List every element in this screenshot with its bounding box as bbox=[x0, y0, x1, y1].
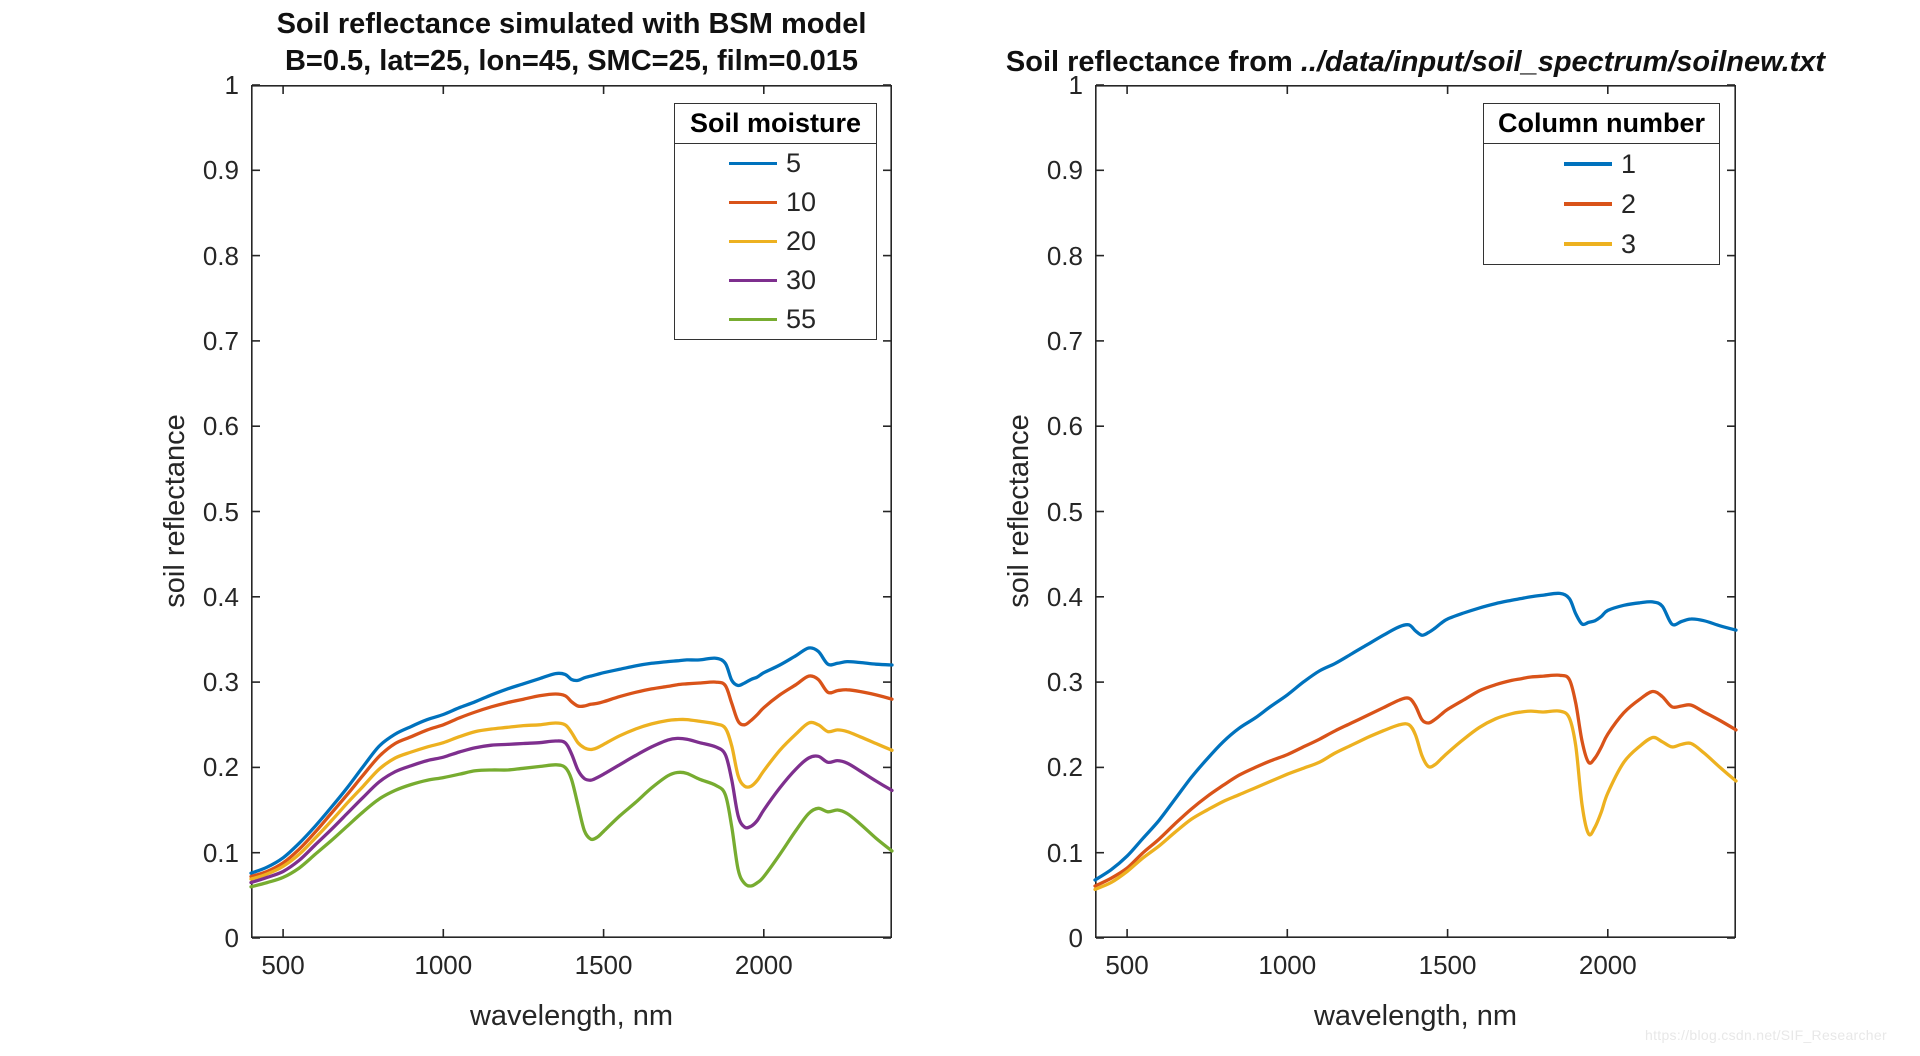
y-tick-label: 0.2 bbox=[202, 752, 239, 783]
series-line-5 bbox=[249, 646, 894, 875]
legend-line-sample-icon bbox=[1564, 242, 1612, 246]
x-tick-label: 2000 bbox=[734, 950, 793, 980]
y-tick-label: 0.1 bbox=[202, 837, 239, 868]
right-legend-title: Column number bbox=[1484, 104, 1719, 144]
y-tick-label: 0.9 bbox=[1046, 155, 1083, 186]
y-tick-label: 1 bbox=[1068, 70, 1083, 100]
y-tick-label: 0.6 bbox=[202, 411, 239, 442]
series-line-55 bbox=[249, 763, 894, 889]
y-tick-label: 0.6 bbox=[1046, 411, 1083, 442]
y-tick-label: 0.4 bbox=[202, 581, 239, 612]
series-line-20 bbox=[249, 717, 894, 881]
legend-item-label: 55 bbox=[786, 304, 817, 334]
legend-item: 55 bbox=[675, 300, 876, 339]
x-tick-label: 500 bbox=[1105, 950, 1149, 980]
x-tick-label: 1500 bbox=[574, 950, 633, 980]
legend-item-label: 30 bbox=[786, 265, 817, 295]
left-x-axis-label: wavelength, nm bbox=[469, 1000, 674, 1032]
legend-item: 1 bbox=[1484, 144, 1719, 184]
x-tick-label: 500 bbox=[261, 950, 305, 980]
x-tick-label: 1000 bbox=[414, 950, 473, 980]
legend-item: 3 bbox=[1484, 224, 1719, 264]
legend-line-sample-icon bbox=[1564, 202, 1612, 206]
left-legend: Soil moisture 5 10 20 30 55 bbox=[674, 103, 877, 340]
legend-item: 2 bbox=[1484, 184, 1719, 224]
legend-line-sample-icon bbox=[729, 239, 777, 244]
legend-line-sample-icon bbox=[729, 317, 777, 322]
x-tick-label: 1500 bbox=[1418, 950, 1477, 980]
legend-item-label: 1 bbox=[1621, 148, 1637, 179]
right-legend: Column number 1 2 3 bbox=[1483, 103, 1720, 265]
right-plot-area bbox=[1093, 84, 1738, 939]
y-tick-label: 0.2 bbox=[1046, 752, 1083, 783]
y-tick-label: 0.3 bbox=[1046, 667, 1083, 698]
y-tick-label: 0 bbox=[1068, 923, 1083, 953]
legend-line-sample-icon bbox=[1564, 162, 1612, 166]
legend-item-label: 5 bbox=[786, 148, 802, 178]
legend-item-label: 20 bbox=[786, 226, 817, 256]
series-line-2 bbox=[1093, 673, 1738, 888]
legend-item-label: 10 bbox=[786, 187, 817, 217]
y-tick-label: 0.5 bbox=[1046, 496, 1083, 527]
legend-item: 5 bbox=[675, 144, 876, 183]
y-tick-label: 0.1 bbox=[1046, 837, 1083, 868]
right-chart-title-prefix: Soil reflectance from bbox=[1005, 46, 1301, 78]
left-legend-title: Soil moisture bbox=[675, 104, 876, 144]
legend-item: 10 bbox=[675, 183, 876, 222]
y-tick-label: 0.7 bbox=[1046, 325, 1083, 356]
series-line-10 bbox=[249, 674, 894, 879]
legend-item-label: 2 bbox=[1621, 188, 1637, 219]
series-line-30 bbox=[249, 736, 894, 885]
series-line-3 bbox=[1093, 709, 1738, 892]
legend-line-sample-icon bbox=[729, 161, 777, 166]
legend-line-sample-icon bbox=[729, 200, 777, 205]
left-legend-items: 5 10 20 30 55 bbox=[675, 144, 876, 339]
y-tick-label: 1 bbox=[224, 70, 239, 100]
watermark: https://blog.csdn.net/SIF_Researcher bbox=[1645, 1027, 1887, 1043]
y-tick-label: 0 bbox=[224, 923, 239, 953]
right-chart-title: Soil reflectance from ../data/input/soil… bbox=[945, 44, 1886, 81]
left-plot-area bbox=[249, 84, 894, 939]
y-tick-label: 0.3 bbox=[202, 667, 239, 698]
legend-line-sample-icon bbox=[729, 278, 777, 283]
legend-item: 30 bbox=[675, 261, 876, 300]
y-tick-label: 0.7 bbox=[202, 325, 239, 356]
x-tick-label: 2000 bbox=[1578, 950, 1637, 980]
y-tick-label: 0.5 bbox=[202, 496, 239, 527]
x-tick-label: 1000 bbox=[1258, 950, 1317, 980]
right-chart-title-path: ../data/input/soil_spectrum/soilnew.txt bbox=[1300, 46, 1826, 78]
series-line-1 bbox=[1093, 591, 1738, 882]
y-tick-label: 0.4 bbox=[1046, 581, 1083, 612]
legend-item-label: 3 bbox=[1621, 228, 1637, 259]
y-tick-label: 0.8 bbox=[202, 240, 239, 271]
left-chart-title-line1: Soil reflectance simulated with BSM mode… bbox=[276, 8, 867, 40]
right-x-axis-label: wavelength, nm bbox=[1313, 1000, 1518, 1032]
left-chart-title: Soil reflectance simulated with BSM mode… bbox=[211, 6, 932, 80]
y-tick-label: 0.8 bbox=[1046, 240, 1083, 271]
legend-item: 20 bbox=[675, 222, 876, 261]
right-legend-items: 1 2 3 bbox=[1484, 144, 1719, 264]
left-chart-title-line2: B=0.5, lat=25, lon=45, SMC=25, film=0.01… bbox=[284, 45, 859, 77]
y-tick-label: 0.9 bbox=[202, 155, 239, 186]
